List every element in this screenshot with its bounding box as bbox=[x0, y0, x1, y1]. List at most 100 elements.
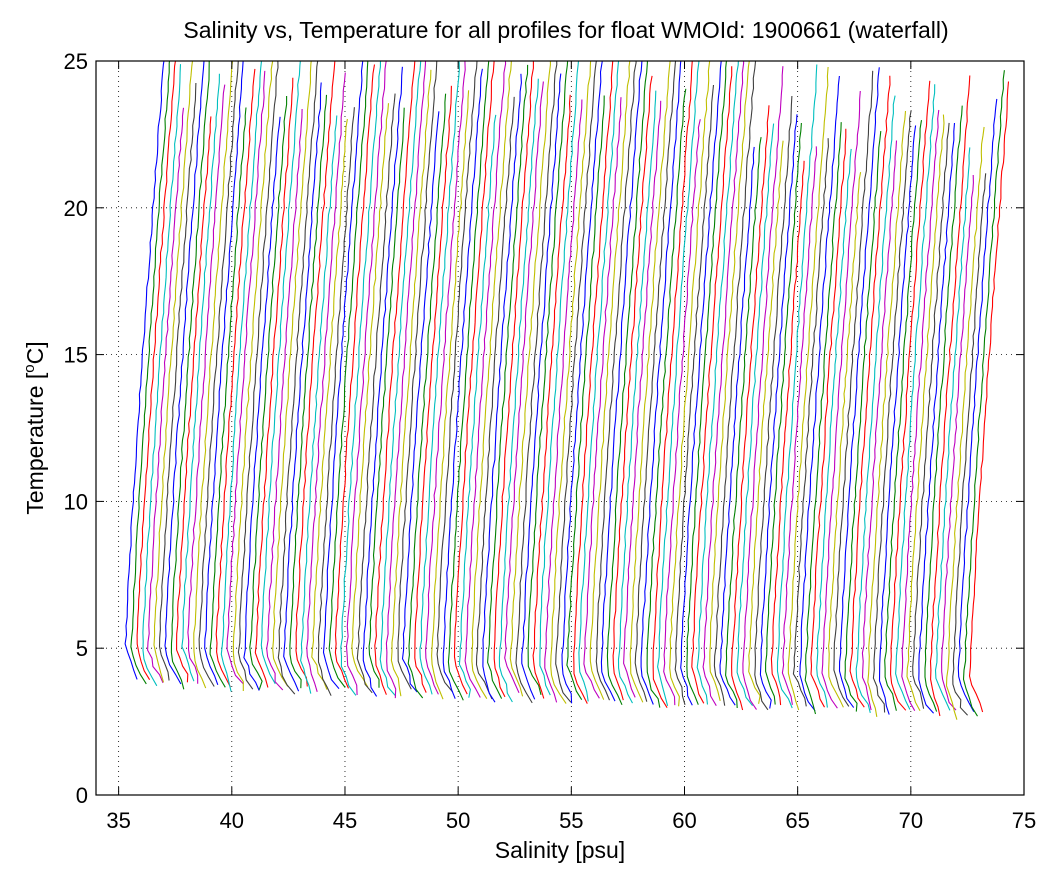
profile-series-line bbox=[458, 114, 497, 698]
profile-series-line bbox=[924, 105, 963, 712]
profile-series-line bbox=[130, 61, 171, 685]
profile-series-line bbox=[595, 61, 637, 701]
profile-series-line bbox=[918, 122, 956, 714]
profile-series-line bbox=[663, 119, 701, 706]
profile-series-line bbox=[748, 140, 784, 704]
profile-series-line bbox=[555, 61, 597, 703]
profile-series-line bbox=[436, 61, 478, 693]
profile-series-line bbox=[482, 73, 522, 703]
profile-series-line bbox=[725, 137, 762, 709]
profile-series-line bbox=[901, 109, 940, 711]
profile-series-line bbox=[334, 64, 376, 689]
profile-series-line bbox=[215, 68, 256, 688]
profile-series-line bbox=[283, 82, 322, 692]
profile-series-line bbox=[634, 61, 677, 702]
profile-series-line bbox=[249, 96, 288, 690]
profile-series-line bbox=[198, 61, 239, 687]
profile-series-line bbox=[509, 61, 551, 697]
profile-series-line bbox=[243, 116, 281, 691]
profile-series-line bbox=[504, 81, 544, 694]
profile-series-line bbox=[431, 90, 470, 700]
profile-series-line bbox=[142, 64, 182, 687]
profile-series-line bbox=[153, 61, 194, 683]
profile-series-line bbox=[606, 61, 648, 706]
profile-series-line bbox=[713, 61, 757, 706]
profile-series-line bbox=[895, 84, 936, 710]
profile-series-line bbox=[945, 126, 985, 720]
profile-series-line bbox=[629, 61, 671, 703]
profile-series-line bbox=[401, 111, 440, 693]
profile-series-line bbox=[890, 80, 931, 711]
profile-series-line bbox=[464, 61, 507, 698]
profile-series-line bbox=[254, 77, 294, 688]
profile-series-line bbox=[657, 61, 700, 706]
profile-series-line bbox=[742, 66, 784, 710]
profile-series-line bbox=[487, 64, 529, 699]
profile-series-line bbox=[844, 131, 882, 712]
profile-series-line bbox=[181, 73, 220, 682]
profile-series-line bbox=[821, 90, 861, 709]
profile-series-line bbox=[266, 108, 303, 691]
profile-series-line bbox=[204, 61, 244, 685]
profile-series-line bbox=[136, 61, 177, 680]
profile-series-line bbox=[691, 66, 733, 704]
x-tick-label: 60 bbox=[672, 808, 696, 833]
profile-series-line bbox=[272, 61, 312, 687]
profile-series-line bbox=[680, 61, 722, 706]
profile-series-group bbox=[124, 61, 1010, 720]
profile-series-line bbox=[527, 61, 569, 696]
profile-series-line bbox=[770, 160, 805, 706]
profile-series-line bbox=[385, 61, 427, 699]
profile-series-line bbox=[640, 61, 682, 705]
profile-series-line bbox=[816, 148, 852, 708]
y-tick-label: 25 bbox=[64, 49, 88, 74]
profile-series-line bbox=[170, 61, 210, 690]
profile-series-line bbox=[379, 61, 422, 697]
profile-series-line bbox=[754, 95, 793, 711]
y-tick-label: 20 bbox=[64, 196, 88, 221]
axis-ticks: 35 40 45 50 55 60 65 70 75 0 5 10 15 20 25 bbox=[64, 49, 1037, 833]
y-axis-label-end: C] bbox=[22, 341, 48, 364]
chart-title: Salinity vs, Temperature for all profile… bbox=[183, 17, 948, 43]
profile-series-line bbox=[912, 122, 950, 709]
profile-series-line bbox=[968, 81, 1010, 713]
profile-series-line bbox=[929, 75, 971, 717]
profile-series-line bbox=[539, 61, 580, 696]
profile-series-line bbox=[260, 61, 301, 685]
profile-series-line bbox=[776, 64, 818, 709]
profile-series-line bbox=[804, 122, 842, 715]
profile-series-line bbox=[164, 61, 205, 685]
x-tick-label: 50 bbox=[446, 808, 470, 833]
profile-series-line bbox=[419, 61, 460, 695]
profile-series-line bbox=[578, 61, 620, 702]
profile-series-line bbox=[147, 107, 185, 684]
profile-series-line bbox=[957, 98, 998, 712]
x-tick-label: 70 bbox=[899, 808, 923, 833]
profile-series-line bbox=[374, 61, 416, 695]
profile-series-line bbox=[306, 72, 346, 692]
profile-series-line bbox=[442, 68, 483, 699]
profile-series-line bbox=[833, 70, 874, 707]
profile-series-line bbox=[759, 114, 798, 709]
profile-series-line bbox=[295, 61, 336, 687]
profile-series-line bbox=[861, 140, 898, 711]
profile-series-line bbox=[471, 61, 512, 699]
profile-series-line bbox=[792, 138, 829, 707]
y-axis-label: Temperature [oC] bbox=[21, 341, 48, 514]
profile-series-line bbox=[193, 61, 234, 689]
profile-series-line bbox=[300, 115, 338, 694]
profile-series-line bbox=[209, 107, 247, 688]
profile-series-line bbox=[612, 75, 653, 701]
profile-series-line bbox=[828, 172, 862, 708]
profile-series-line bbox=[617, 90, 657, 704]
y-axis-label-main: Temperature [ bbox=[22, 372, 48, 515]
profile-series-line bbox=[906, 114, 945, 712]
profile-series-line bbox=[187, 84, 226, 684]
profile-series-line bbox=[855, 95, 896, 714]
y-tick-label: 10 bbox=[64, 489, 88, 514]
profile-series-line bbox=[849, 75, 891, 708]
profile-series-line bbox=[962, 70, 1005, 717]
profile-series-line bbox=[736, 123, 775, 707]
profile-series-line bbox=[600, 61, 643, 702]
plot-frame bbox=[95, 60, 1025, 796]
